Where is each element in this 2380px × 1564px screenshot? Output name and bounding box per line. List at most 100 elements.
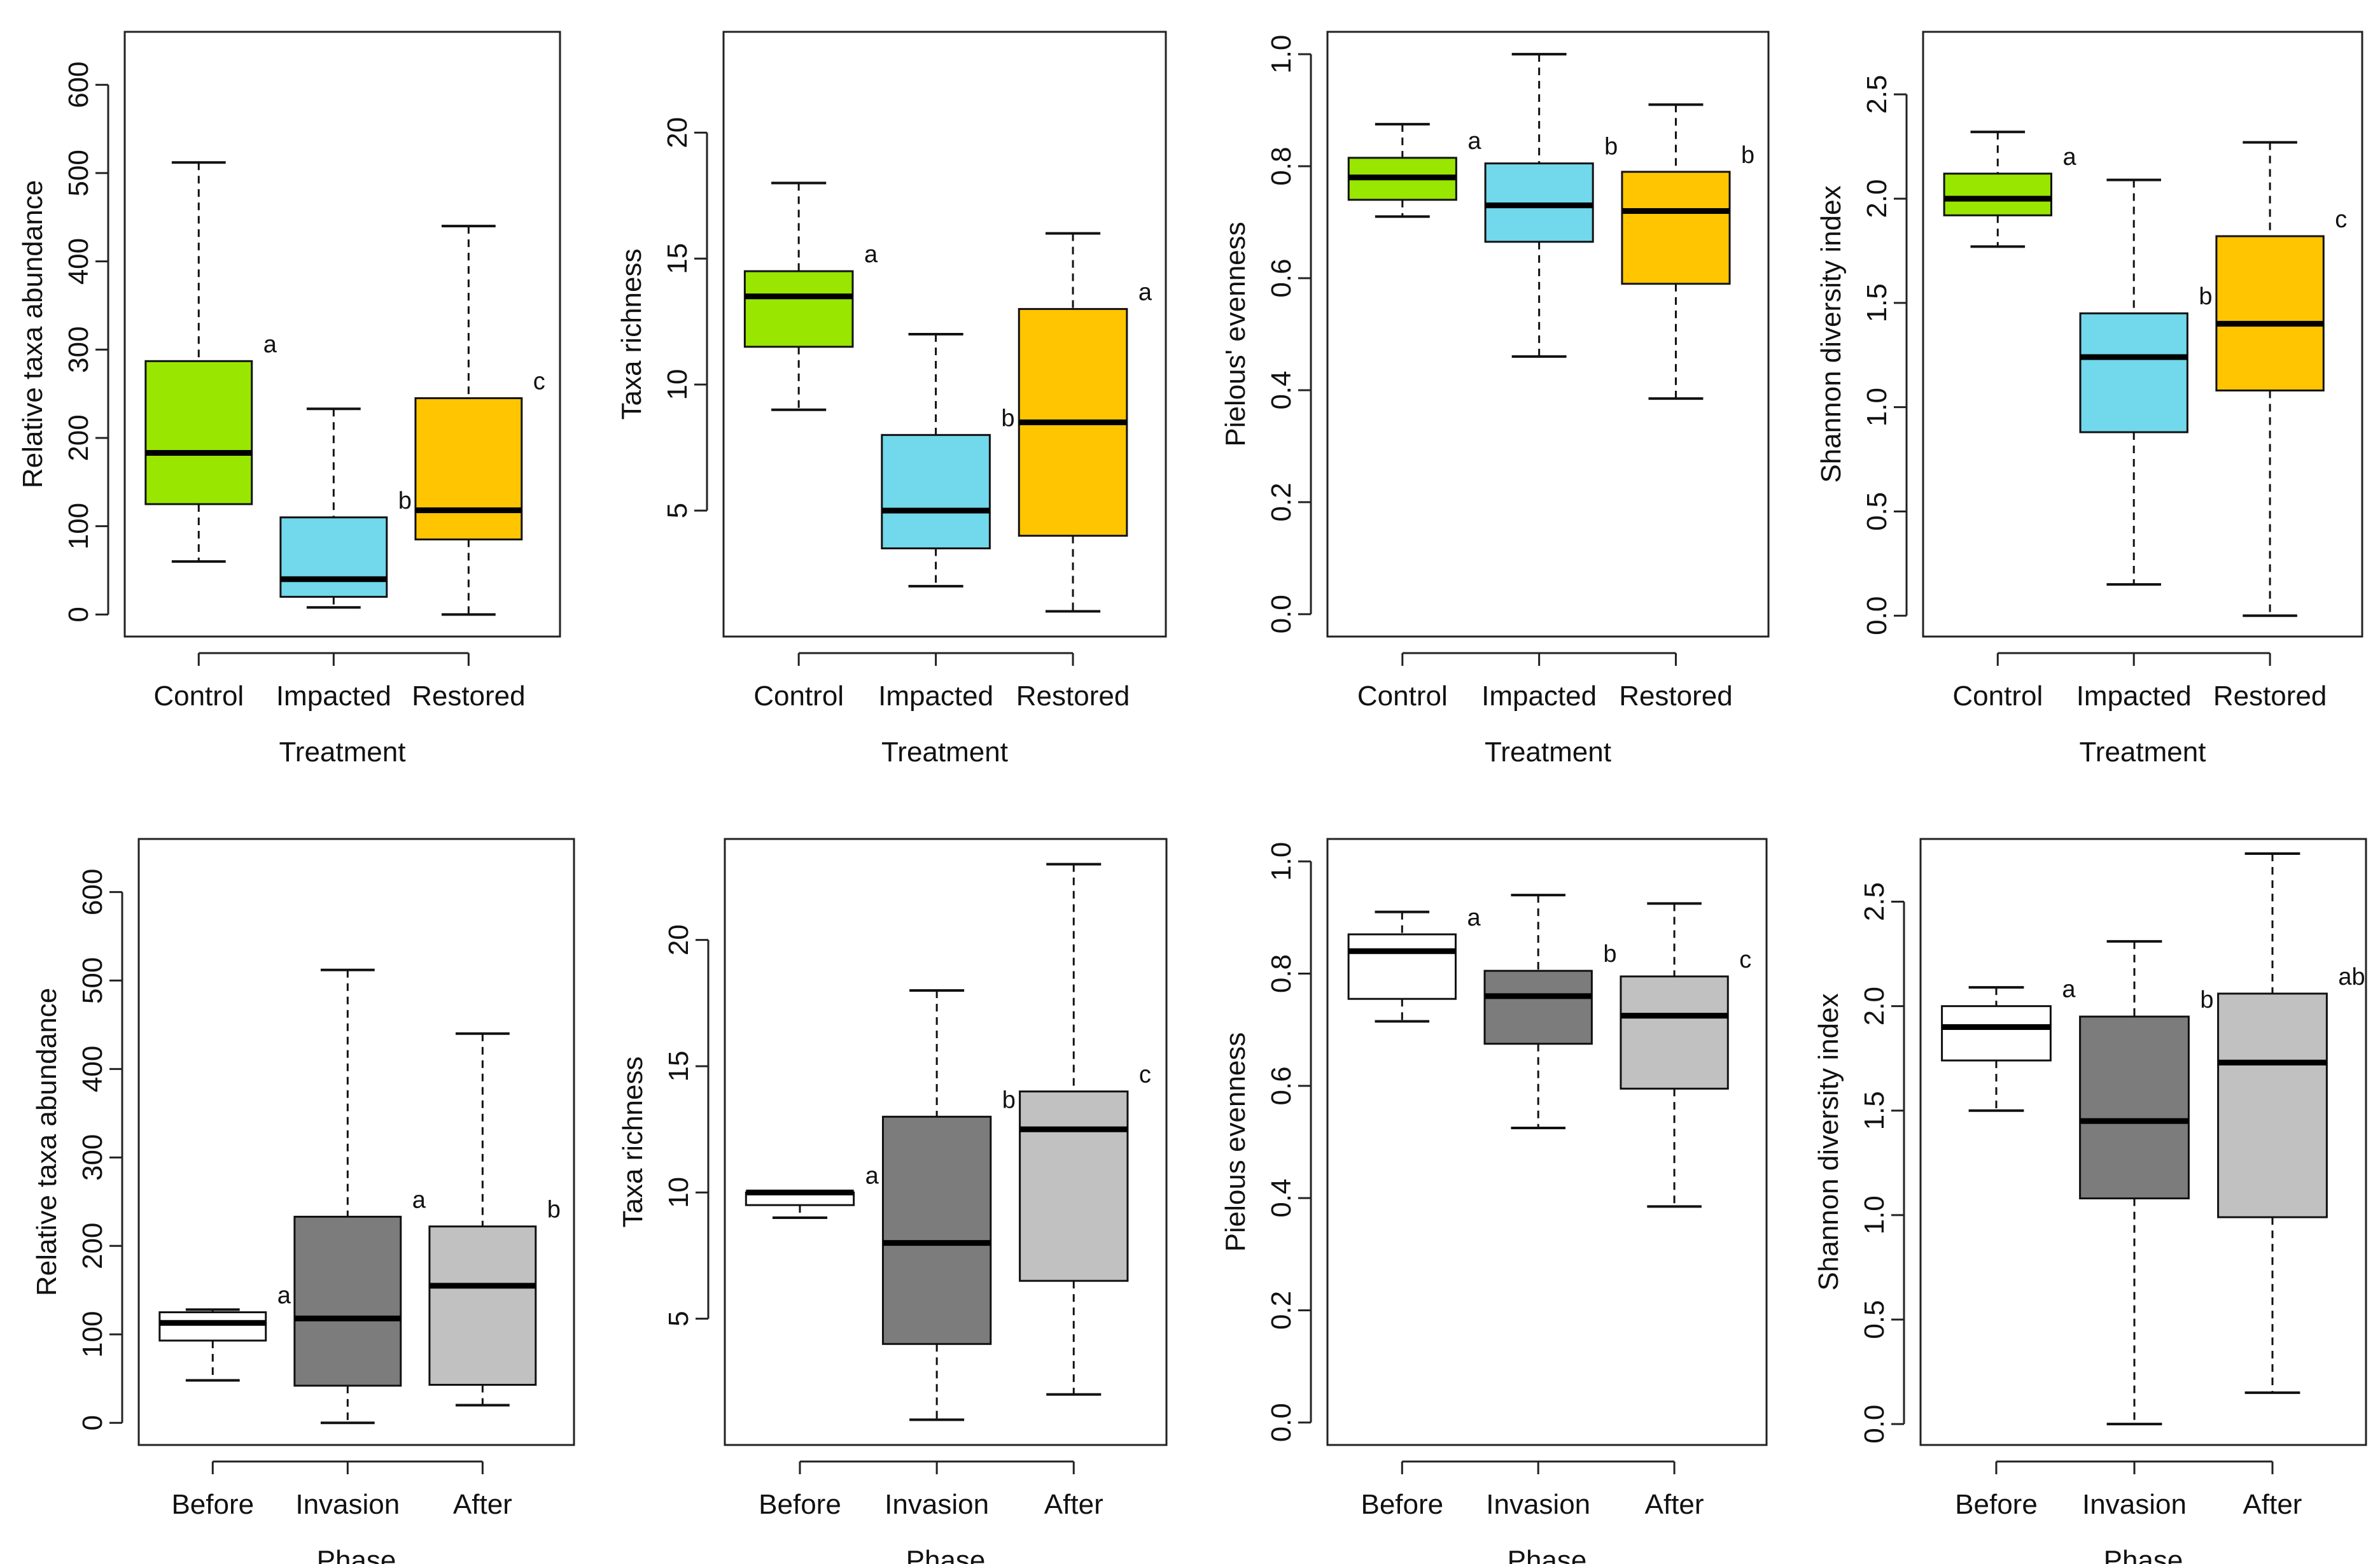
iqr-box <box>293 1215 402 1387</box>
x-tick-label: Impacted <box>276 680 391 712</box>
x-tick-label: Before <box>1361 1489 1443 1520</box>
y-axis-title: Relative taxa abundance <box>31 988 62 1296</box>
x-axis-title: Phase <box>2104 1545 2183 1564</box>
x-axis-title: Treatment <box>1485 736 1611 768</box>
box-before: a <box>1941 976 2076 1112</box>
x-tick-label: Control <box>1952 680 2043 712</box>
significance-letter: b <box>2199 283 2212 310</box>
chart-panel-treatment-evenness: 0.0 0.2 0.4 0.6 0.8 1.0 Pielous' evenness Contr… <box>1220 31 1770 768</box>
y-tick-label: 2.0 <box>1859 987 1890 1025</box>
significance-letter: c <box>533 369 545 395</box>
box-before: a <box>745 1162 879 1219</box>
y-tick-label: 200 <box>63 414 94 461</box>
y-tick-label: 20 <box>663 924 694 955</box>
significance-letter: a <box>263 331 277 358</box>
x-tick-label: Restored <box>1619 680 1733 712</box>
y-tick-label: 0.6 <box>1266 1066 1297 1105</box>
significance-letter: b <box>1741 142 1754 169</box>
iqr-box <box>158 1311 267 1342</box>
y-tick-label: 300 <box>63 327 94 373</box>
plot-frame <box>137 838 575 1446</box>
iqr-box <box>2079 312 2188 433</box>
y-tick-label: 1.5 <box>1859 1091 1890 1130</box>
iqr-box <box>743 270 854 348</box>
plot-frame <box>1326 31 1770 638</box>
y-axis-title: Shannon diversity index <box>1816 185 1847 483</box>
x-tick-label: Impacted <box>2076 680 2192 712</box>
plot-frame <box>1919 838 2367 1446</box>
x-tick-label: After <box>1645 1489 1704 1520</box>
y-tick-label: 500 <box>63 150 94 196</box>
y-tick-label: 10 <box>663 1177 694 1208</box>
y-axis-title: Taxa richness <box>617 1056 648 1227</box>
box-before: a <box>1347 905 1481 1023</box>
y-tick-label: 600 <box>77 869 108 915</box>
box-after: c <box>1019 863 1151 1396</box>
significance-letter: a <box>2062 144 2076 171</box>
box-control: a <box>1943 130 2076 248</box>
y-tick-label: 300 <box>77 1134 108 1181</box>
significance-letter: a <box>864 241 878 268</box>
significance-letter: b <box>1604 134 1618 160</box>
x-tick-label: Invasion <box>885 1489 989 1520</box>
y-tick-label: 0 <box>77 1415 108 1430</box>
box-invasion: b <box>881 989 1016 1421</box>
box-impacted: b <box>2079 178 2213 586</box>
y-axis-title: Relative taxa abundance <box>17 180 48 488</box>
y-tick-label: 0.5 <box>1859 1300 1890 1339</box>
x-tick-label: Restored <box>1016 680 1130 712</box>
significance-letter: b <box>1002 1087 1016 1113</box>
y-tick-label: 200 <box>77 1223 108 1269</box>
y-tick-label: 1.0 <box>1859 1195 1890 1234</box>
iqr-box <box>2217 992 2328 1218</box>
x-tick-label: Invasion <box>295 1489 400 1520</box>
plot-frame <box>722 31 1167 638</box>
y-tick-label: 0.0 <box>1861 596 1893 635</box>
box-control: a <box>144 161 277 563</box>
y-tick-label: 0.4 <box>1266 370 1297 409</box>
y-tick-label: 400 <box>77 1046 108 1092</box>
y-tick-label: 1.0 <box>1266 842 1297 881</box>
x-tick-label: Invasion <box>1486 1489 1590 1520</box>
plot-frame <box>123 31 561 638</box>
box-restored: c <box>2215 141 2347 617</box>
box-after: c <box>1620 902 1751 1208</box>
y-axis-title: Taxa richness <box>616 248 647 419</box>
y-tick-label: 0.0 <box>1266 1403 1297 1442</box>
x-tick-label: After <box>2243 1489 2302 1520</box>
box-control: a <box>1347 123 1481 218</box>
y-tick-label: 10 <box>662 369 693 400</box>
chart-panel-phase-shannon: 0.0 0.5 1.0 1.5 2.0 2.5 Shannon diversity inde… <box>1813 838 2367 1564</box>
significance-letter: b <box>398 488 412 514</box>
box-invasion: a <box>293 968 426 1425</box>
y-tick-label: 0.4 <box>1266 1179 1297 1218</box>
x-axis-title: Treatment <box>881 736 1008 768</box>
box-invasion: b <box>1483 894 1617 1129</box>
x-tick-label: Impacted <box>878 680 993 712</box>
y-axis-title: Pielous' evenness <box>1220 222 1251 446</box>
significance-letter: a <box>865 1162 879 1189</box>
x-tick-label: Restored <box>2213 680 2327 712</box>
chart-panel-treatment-abundance: 0 100 200 300 400 500 600 Relative taxa abundan… <box>17 31 561 768</box>
box-before: a <box>158 1283 291 1382</box>
significance-letter: b <box>1603 941 1616 968</box>
significance-letter: a <box>412 1187 426 1213</box>
box-restored: b <box>1621 103 1754 400</box>
y-tick-label: 1.0 <box>1266 35 1297 74</box>
iqr-box <box>279 516 388 598</box>
y-tick-label: 600 <box>63 62 94 108</box>
x-tick-label: Before <box>171 1489 254 1520</box>
box-impacted: b <box>279 407 412 609</box>
y-tick-label: 100 <box>77 1311 108 1358</box>
y-tick-label: 0.0 <box>1266 595 1297 633</box>
y-tick-label: 100 <box>63 503 94 549</box>
x-tick-label: Restored <box>412 680 526 712</box>
plot-frame <box>724 838 1168 1446</box>
x-axis-title: Phase <box>317 1545 396 1564</box>
x-axis-title: Phase <box>1508 1545 1587 1564</box>
iqr-box <box>881 433 991 549</box>
y-tick-label: 15 <box>662 243 693 274</box>
chart-panel-phase-abundance: 0 100 200 300 400 500 600 Relative taxa abundan… <box>31 838 575 1564</box>
x-tick-label: After <box>453 1489 512 1520</box>
